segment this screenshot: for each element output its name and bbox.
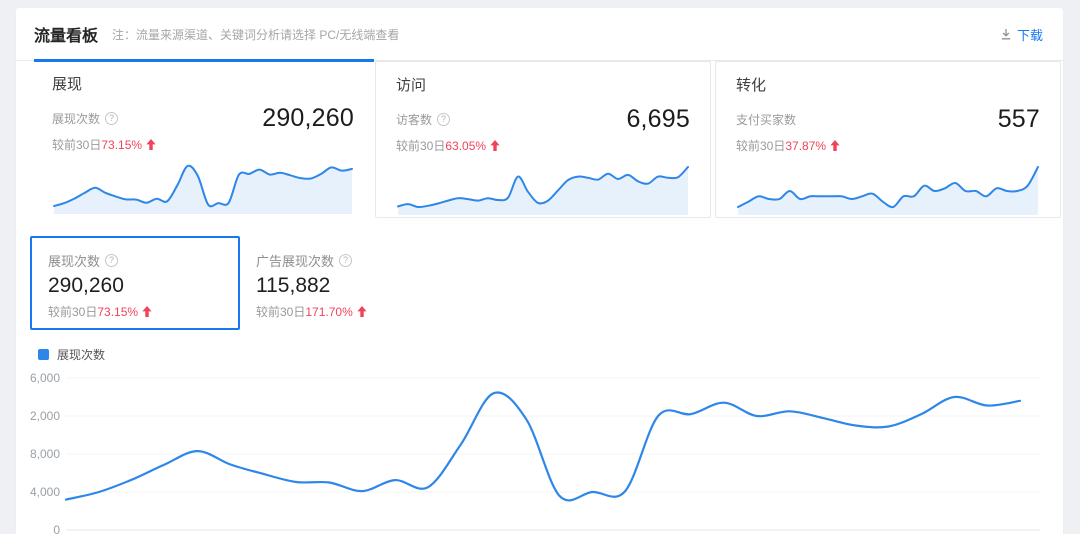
card-title: 展现	[52, 76, 83, 93]
change-row: 较前30日 73.15%	[52, 136, 354, 153]
svg-text:16,000: 16,000	[30, 372, 60, 385]
help-icon[interactable]: ?	[339, 254, 353, 267]
up-arrow-icon	[830, 140, 840, 151]
download-icon	[1001, 29, 1011, 40]
metric-cards-row: 展现 展现次数? 290,260 较前30日 73.15% 访问 访客数? 6,6…	[16, 61, 1063, 218]
legend-item-impressions[interactable]: 展现次数	[38, 346, 1063, 363]
sparkline-chart	[53, 164, 353, 214]
help-icon[interactable]: ?	[437, 112, 451, 126]
up-arrow-icon	[357, 306, 367, 317]
svg-text:8,000: 8,000	[30, 447, 60, 461]
dashboard-panel: 流量看板 注：流量来源渠道、关键词分析请选择 PC/无线端查看 下载 展现 展现…	[16, 8, 1063, 534]
up-arrow-icon	[490, 140, 500, 151]
svg-text:12,000: 12,000	[30, 409, 60, 423]
change-row: 较前30日 63.05%	[396, 137, 690, 154]
change-row: 较前30日 37.87%	[736, 137, 1040, 154]
metric-value: 290,260	[262, 103, 354, 132]
metric-box-label: 展现次数?	[48, 251, 238, 270]
card-title: 访问	[396, 77, 427, 94]
sparkline-chart	[396, 166, 690, 215]
metric-box-change: 较前30日 171.70%	[256, 303, 386, 320]
card-title: 转化	[736, 77, 767, 94]
metric-value: 6,695	[626, 104, 690, 133]
download-label: 下载	[1016, 27, 1043, 43]
header: 流量看板 注：流量来源渠道、关键词分析请选择 PC/无线端查看 下载	[16, 8, 1063, 62]
metric-box-value: 115,882	[256, 274, 331, 297]
tab-card-impressions[interactable]: 展现 展现次数? 290,260 较前30日 73.15%	[16, 61, 374, 218]
metric-box[interactable]: 展现次数? 290,260 较前30日 73.15%	[30, 236, 240, 330]
up-arrow-icon	[146, 139, 156, 150]
sparkline-chart	[737, 166, 1039, 215]
header-note: 注：流量来源渠道、关键词分析请选择 PC/无线端查看	[112, 27, 400, 42]
help-icon[interactable]: ?	[105, 254, 119, 267]
svg-text:0: 0	[53, 523, 60, 534]
metric-box-value: 290,260	[48, 274, 124, 297]
help-icon[interactable]: ?	[105, 111, 119, 125]
tab-card-visits[interactable]: 访问 访客数? 6,695 较前30日 63.05%	[375, 61, 711, 218]
up-arrow-icon	[142, 306, 152, 317]
metric-box-label: 广告展现次数?	[256, 251, 386, 270]
active-tab-indicator	[34, 59, 374, 62]
metric-box-change: 较前30日 73.15%	[48, 303, 238, 320]
metric-value: 557	[997, 104, 1040, 133]
metric-box[interactable]: 广告展现次数? 115,882 较前30日 171.70%	[246, 236, 388, 330]
page-title: 流量看板	[34, 28, 99, 45]
legend-label: 展现次数	[57, 348, 106, 362]
main-chart: 0 4,000 8,000 12,000 16,000	[30, 372, 1040, 534]
metric-selector-row: 展现次数? 290,260 较前30日 73.15% 广告展现次数? 115,88…	[30, 236, 1063, 330]
svg-text:4,000: 4,000	[30, 485, 60, 499]
download-button[interactable]: 下载	[1000, 25, 1043, 44]
legend-swatch	[38, 349, 49, 360]
metric-label: 支付买家数?	[736, 112, 797, 127]
metric-label: 展现次数?	[52, 110, 119, 127]
metric-label: 访客数?	[396, 111, 451, 128]
